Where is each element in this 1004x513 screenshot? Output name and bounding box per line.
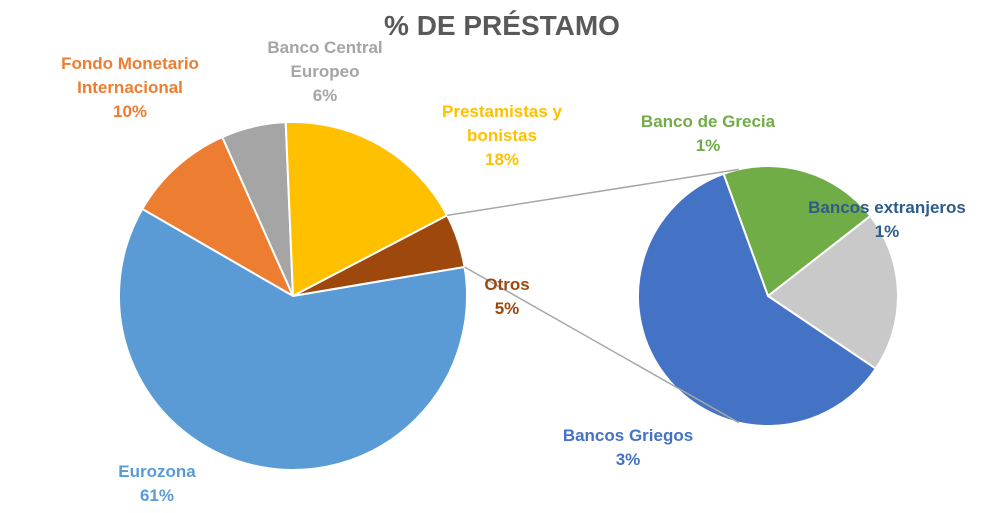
label-percentage: 1% [874,222,900,241]
label-category-line: Bancos Griegos [562,426,694,445]
label-category-line: Internacional [77,78,183,97]
label-percentage: 3% [615,450,641,469]
connector-line-bottom [464,266,740,424]
sub-label-bancos-extranjeros: Bancos extranjeros 1% [808,196,966,244]
label-percentage: 10% [112,102,148,121]
sub-label-bancos-griegos: Bancos Griegos 3% [563,424,693,472]
main-pie-slice-eurozona [118,207,468,471]
main-label-prestamistas-y-bonistas: Prestamistas y bonistas 18% [442,100,562,172]
label-category-line: bonistas [467,126,537,145]
label-percentage: 18% [484,150,520,169]
main-label-eurozona: Eurozona 61% [118,460,195,508]
sub-label-banco-de-grecia: Banco de Grecia 1% [641,110,775,158]
main-pie-slice-prestamistas-y-bonistas [284,121,449,298]
connector-line-top [447,168,739,217]
label-category-line: Otros [484,275,530,294]
label-category-line: Eurozona [118,462,196,481]
label-percentage: 5% [494,299,520,318]
sub-pie-slice-bancos-extranjeros [766,214,899,371]
main-label-banco-central-europeo: Banco Central Europeo 6% [267,36,382,108]
chart-title: % DE PRÉSTAMO [384,10,620,41]
label-category-line: Bancos extranjeros [808,198,966,217]
label-category-line: Banco de Grecia [640,112,776,131]
main-pie-slice-fondo-monetario-internacional [140,135,296,299]
main-label-fondo-monetario-internacional: Fondo Monetario Internacional 10% [61,52,199,124]
label-category-line: Prestamistas y [441,102,563,121]
main-label-otros: Otros 5% [484,273,529,321]
sub-pie-slice-bancos-griegos [637,172,878,427]
label-percentage: 61% [139,486,175,505]
label-percentage: 6% [312,86,338,105]
label-percentage: 1% [695,136,721,155]
label-category-line: Banco Central [267,38,383,57]
label-category-line: Fondo Monetario [61,54,199,73]
label-category-line: Europeo [290,62,360,81]
